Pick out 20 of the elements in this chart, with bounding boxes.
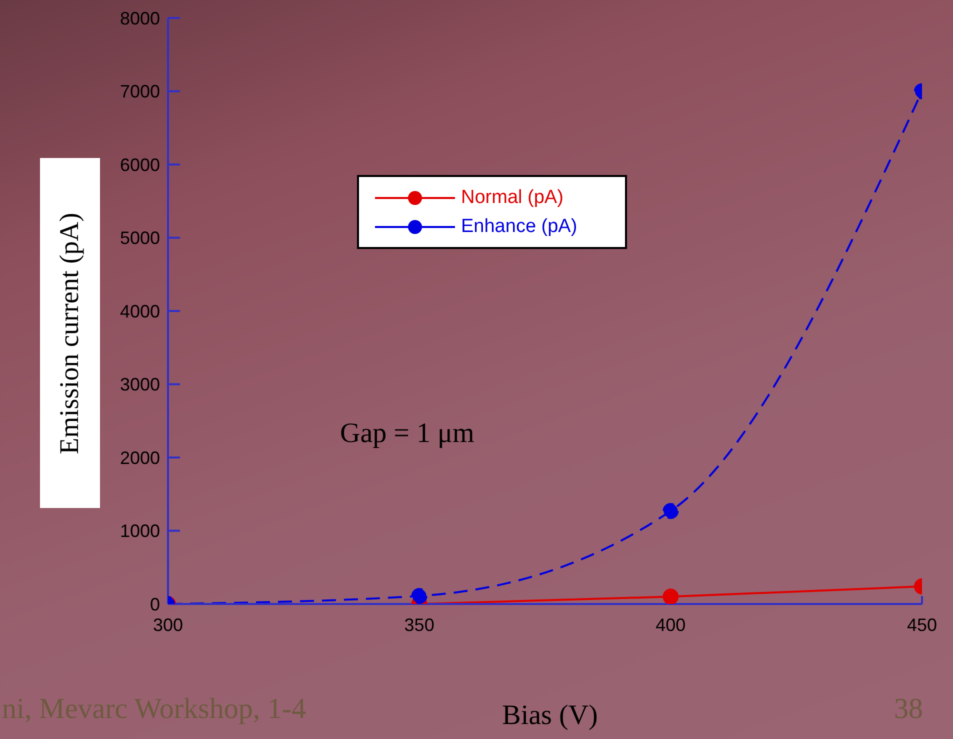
point [662, 502, 679, 519]
x-tick-label: 300 [152, 614, 184, 635]
y-tick-label: 4000 [120, 301, 160, 322]
y-axis-title: Emission current (pA) [54, 212, 86, 454]
x-axis-title: Bias (V) [501, 700, 599, 732]
y-tick-label: 3000 [120, 374, 160, 395]
annotation: Gap = 1 μm [340, 418, 474, 450]
y-tick-label: 5000 [120, 228, 160, 248]
point [411, 588, 428, 604]
legend-label: Normal (pA) [461, 186, 564, 210]
x-tick-label: 400 [656, 614, 686, 635]
x-tick-label: 450 [906, 614, 938, 635]
y-tick-label: 0 [150, 594, 160, 614]
y-tick-label: 6000 [120, 154, 160, 175]
x-tick-label: 350 [404, 614, 434, 635]
y-tick-label: 1000 [120, 521, 160, 542]
y-tick-label: 8000 [120, 8, 160, 28]
y-tick-label: 7000 [120, 82, 160, 102]
legend-label: Enhance (pA) [461, 215, 578, 239]
y-tick-label: 2000 [120, 448, 160, 468]
